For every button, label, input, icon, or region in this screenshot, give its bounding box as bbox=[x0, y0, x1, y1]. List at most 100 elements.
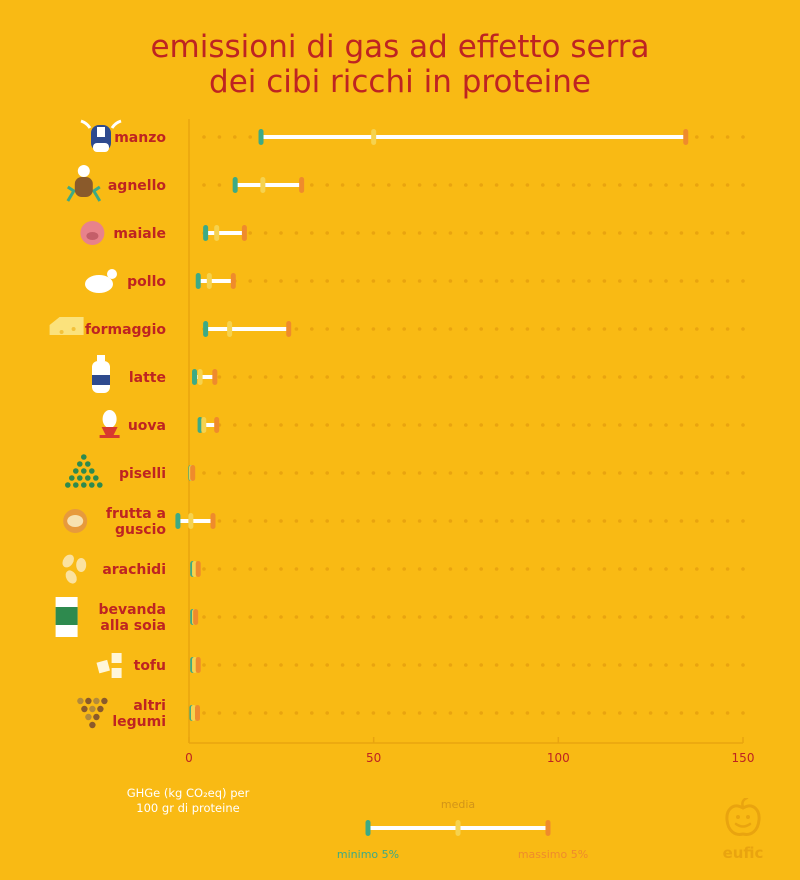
lamb-icon bbox=[66, 165, 102, 202]
food-label: maiale bbox=[113, 226, 166, 242]
guide-dot bbox=[464, 519, 468, 523]
legend-max-label: massimo 5% bbox=[518, 848, 588, 861]
guide-dot bbox=[695, 231, 699, 235]
guide-dot bbox=[633, 423, 637, 427]
guide-dot bbox=[695, 567, 699, 571]
guide-dot bbox=[448, 471, 453, 475]
guide-dot bbox=[417, 663, 422, 667]
guide-dot bbox=[525, 663, 530, 667]
guide-dot bbox=[741, 279, 745, 283]
guide-dot bbox=[387, 615, 391, 619]
row-piselli: piselli bbox=[65, 454, 745, 488]
guide-dot bbox=[417, 183, 422, 187]
guide-dot bbox=[464, 231, 468, 235]
guide-dot bbox=[556, 327, 560, 331]
guide-dot bbox=[571, 231, 576, 235]
guide-dot bbox=[417, 279, 422, 283]
guide-dot bbox=[356, 519, 360, 523]
guide-dot bbox=[448, 519, 453, 523]
guide-dot bbox=[263, 471, 268, 475]
guide-dot bbox=[741, 519, 745, 523]
row-pollo: pollo bbox=[85, 269, 745, 293]
guide-dot bbox=[248, 375, 252, 379]
guide-dot bbox=[263, 519, 268, 523]
guide-dot bbox=[725, 663, 730, 667]
max-marker bbox=[683, 129, 689, 145]
guide-dot bbox=[356, 711, 360, 715]
guide-dot bbox=[633, 183, 637, 187]
guide-dot bbox=[695, 423, 699, 427]
guide-dot bbox=[217, 711, 222, 715]
guide-dot bbox=[310, 327, 314, 331]
guide-dot bbox=[541, 183, 545, 187]
milk-bottle-icon bbox=[92, 355, 110, 393]
cow-icon bbox=[80, 119, 122, 152]
guide-dot bbox=[263, 231, 268, 235]
guide-dot bbox=[340, 711, 345, 715]
guide-dot bbox=[618, 327, 622, 331]
guide-dot bbox=[248, 471, 252, 475]
guide-dot bbox=[741, 423, 745, 427]
guide-dot bbox=[233, 471, 237, 475]
guide-dot bbox=[648, 423, 653, 427]
guide-dot bbox=[679, 663, 684, 667]
food-label: uova bbox=[128, 418, 166, 434]
guide-dot bbox=[510, 279, 514, 283]
guide-dot bbox=[433, 375, 437, 379]
guide-dot bbox=[387, 519, 391, 523]
guide-dot bbox=[356, 375, 360, 379]
guide-dot bbox=[741, 615, 745, 619]
guide-dot bbox=[679, 615, 684, 619]
guide-dot bbox=[464, 663, 468, 667]
food-label-line: formaggio bbox=[85, 322, 166, 338]
guide-dot bbox=[479, 327, 484, 331]
guide-dot bbox=[556, 471, 560, 475]
nut-icon bbox=[63, 509, 88, 533]
min-marker bbox=[232, 177, 238, 193]
guide-dot bbox=[417, 519, 422, 523]
guide-dot bbox=[356, 231, 360, 235]
guide-dot bbox=[494, 471, 499, 475]
food-label: manzo bbox=[114, 130, 166, 146]
guide-dot bbox=[371, 663, 376, 667]
guide-dot bbox=[587, 183, 591, 187]
guide-dot bbox=[556, 279, 560, 283]
guide-dot bbox=[479, 615, 484, 619]
peas-icon bbox=[65, 454, 103, 488]
food-label: tofu bbox=[134, 658, 166, 674]
guide-dot bbox=[279, 279, 283, 283]
guide-dot bbox=[587, 663, 591, 667]
mean-marker bbox=[371, 129, 377, 145]
guide-dot bbox=[340, 327, 345, 331]
guide-dot bbox=[602, 231, 607, 235]
guide-dot bbox=[310, 375, 314, 379]
guide-dot bbox=[710, 423, 714, 427]
row-manzo: manzo bbox=[80, 119, 745, 152]
max-marker bbox=[212, 369, 218, 385]
guide-dot bbox=[248, 279, 252, 283]
mean-marker bbox=[260, 177, 266, 193]
food-label-line: pollo bbox=[127, 274, 166, 290]
mean-marker bbox=[188, 513, 194, 529]
guide-dot bbox=[479, 471, 484, 475]
guide-dot bbox=[402, 663, 407, 667]
food-label-line: guscio bbox=[115, 522, 166, 538]
guide-dot bbox=[340, 567, 345, 571]
guide-dot bbox=[233, 615, 237, 619]
guide-dot bbox=[510, 231, 514, 235]
row-altri-legumi: altri legumi bbox=[77, 697, 745, 730]
guide-dot bbox=[340, 183, 345, 187]
guide-dot bbox=[340, 471, 345, 475]
guide-dot bbox=[340, 279, 345, 283]
guide-dot bbox=[664, 279, 668, 283]
guide-dot bbox=[310, 471, 314, 475]
guide-dot bbox=[571, 519, 576, 523]
min-marker bbox=[203, 321, 209, 337]
title-line-2: dei cibi ricchi in proteine bbox=[209, 64, 591, 100]
guide-dot bbox=[310, 567, 314, 571]
guide-dot bbox=[710, 663, 714, 667]
guide-dot bbox=[618, 423, 622, 427]
row-uova: uova bbox=[99, 410, 745, 438]
guide-dot bbox=[417, 423, 422, 427]
